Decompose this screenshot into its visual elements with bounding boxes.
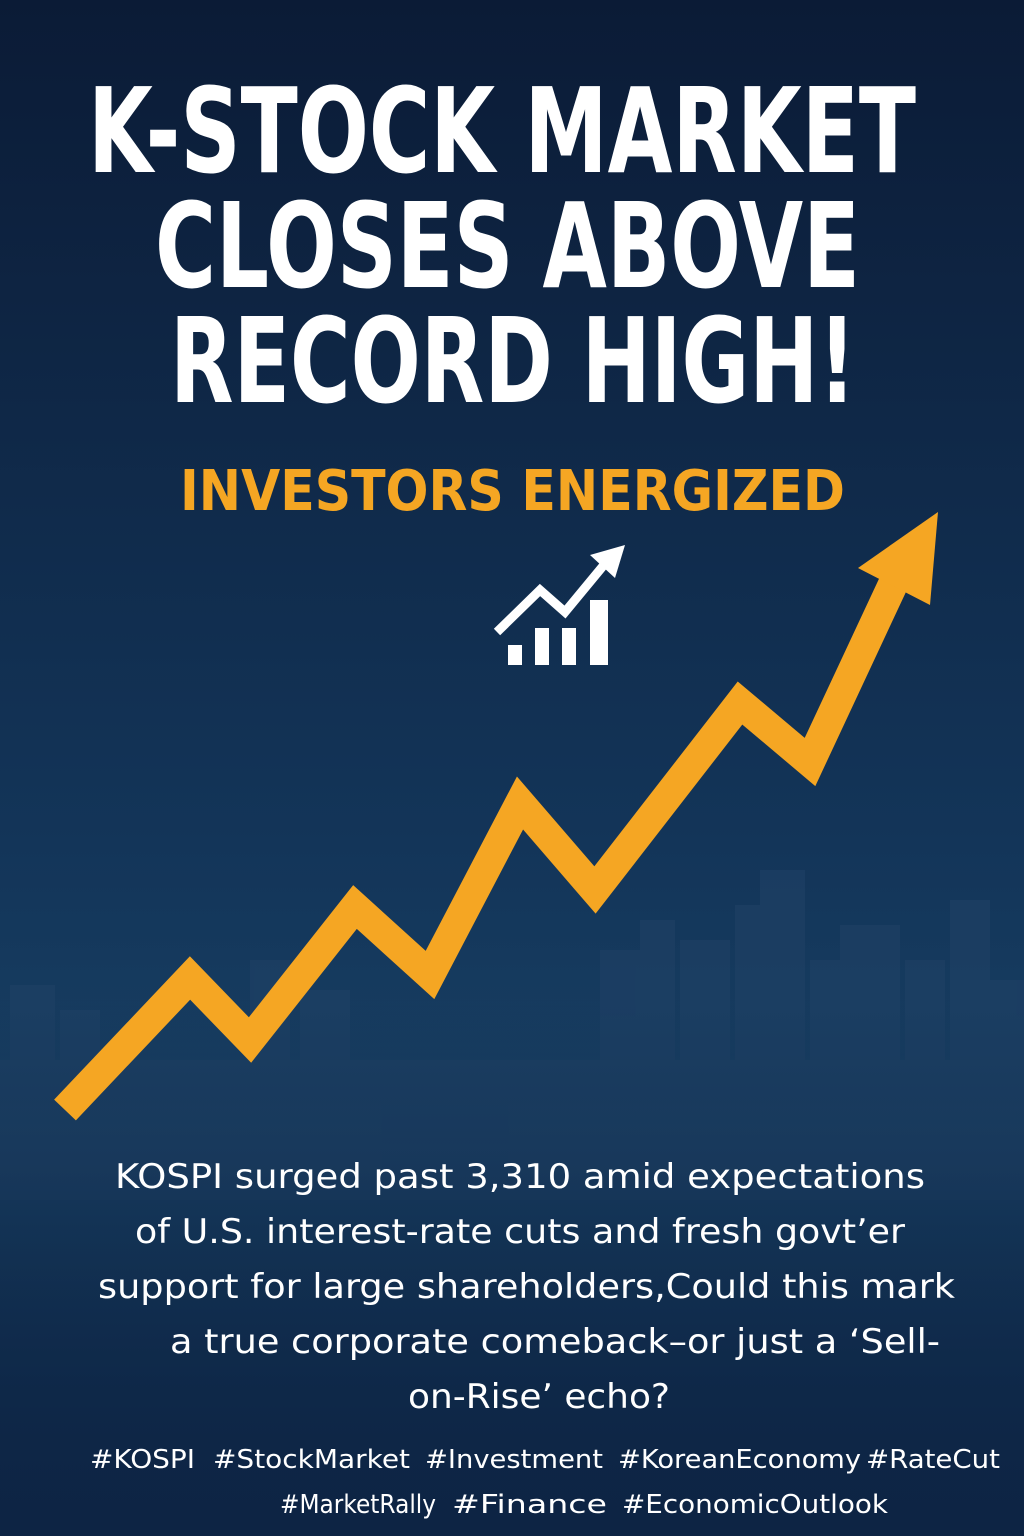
hashtag: #KoreanEconomy: [618, 1445, 861, 1475]
body-text: on-Rise’ echo?: [408, 1377, 670, 1417]
headline: RECORD HIGH!: [170, 292, 856, 430]
body-text: KOSPI surged past 3,310 amid expectation…: [115, 1157, 925, 1197]
hashtag: #Investment: [425, 1445, 603, 1475]
hashtag: #KOSPI: [90, 1445, 195, 1475]
hashtag: #StockMarket: [213, 1445, 410, 1475]
hashtag: #EconomicOutlook: [622, 1490, 888, 1520]
body-text: a true corporate comeback–or just a ‘Sel…: [170, 1322, 940, 1362]
headline: K-STOCK MARKET: [88, 62, 916, 200]
body-text: of U.S. interest-rate cuts and fresh gov…: [135, 1212, 905, 1252]
chart-icon: [493, 545, 625, 665]
subtitle: INVESTORS ENERGIZED: [180, 459, 845, 524]
body-text: support for large shareholders,Could thi…: [98, 1267, 955, 1307]
hashtag: #MarketRally: [280, 1490, 436, 1520]
skyline-fade: [0, 1000, 1024, 1536]
headline: CLOSES ABOVE: [155, 177, 860, 315]
hashtag: #RateCut: [866, 1445, 1000, 1475]
hashtag: #Finance: [452, 1490, 607, 1520]
trend-arrow: [54, 512, 938, 1121]
